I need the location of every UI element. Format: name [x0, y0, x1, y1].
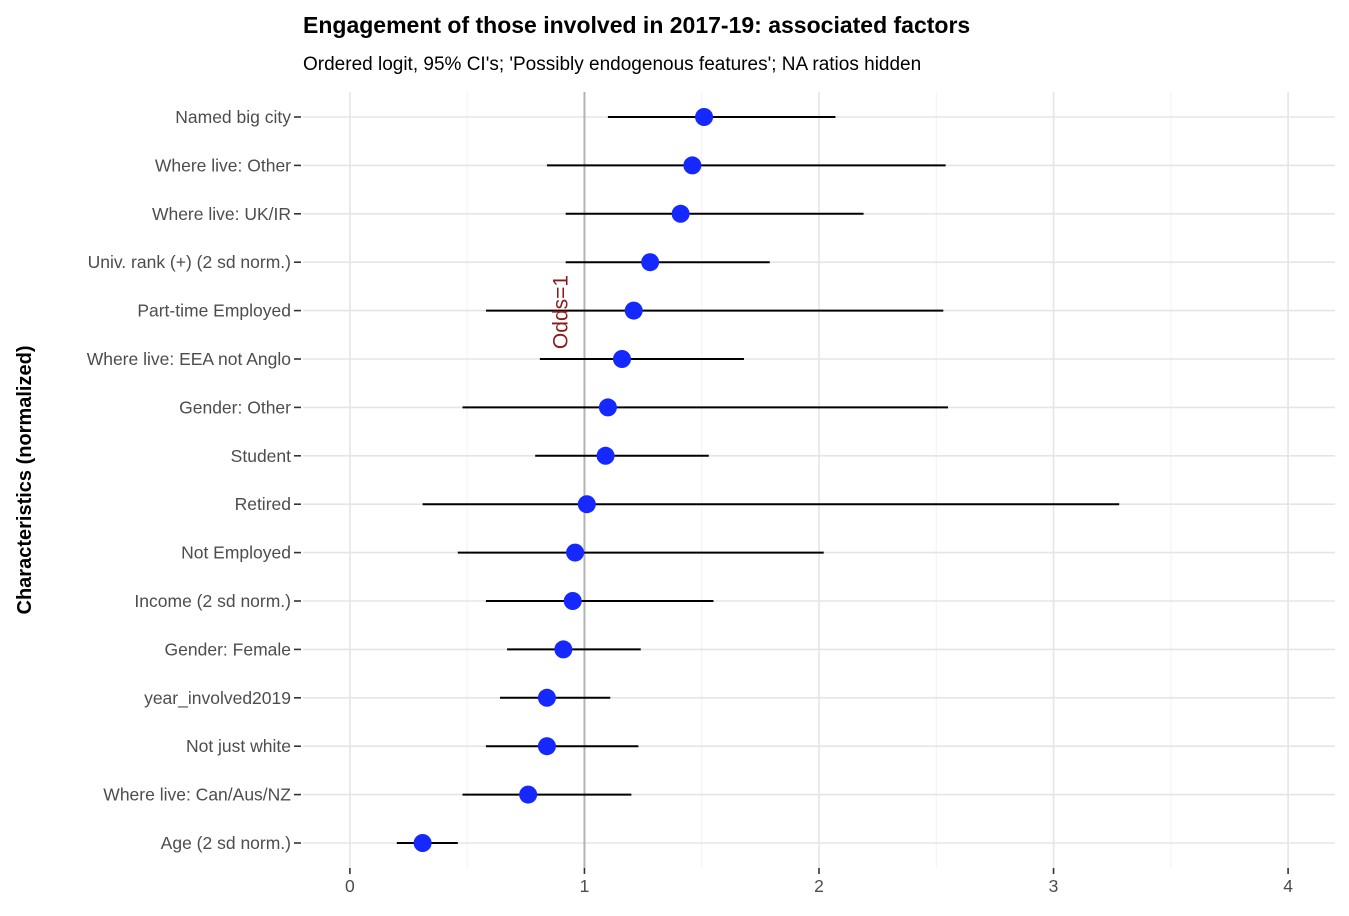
y-tick-label: Where live: EEA not Anglo	[87, 349, 291, 369]
x-tick-label: 0	[345, 876, 355, 896]
estimate-point	[695, 108, 714, 126]
y-tick-label: Univ. rank (+) (2 sd norm.)	[88, 252, 291, 272]
estimate-point	[598, 398, 617, 417]
y-axis-label: Characteristics (normalized)	[14, 346, 36, 615]
x-tick-label: 4	[1283, 876, 1293, 896]
estimate-point	[537, 688, 556, 707]
y-tick-label: Retired	[235, 494, 291, 514]
estimate-point	[563, 592, 582, 610]
estimate-point	[683, 156, 702, 175]
y-axis-ticks: Named big city Where live: Other Where liv…	[87, 107, 301, 853]
y-tick-label: Not Employed	[181, 543, 291, 563]
estimate-point	[624, 301, 643, 320]
y-tick-label: Income (2 sd norm.)	[134, 591, 291, 611]
y-tick-label: Where live: Can/Aus/NZ	[103, 785, 291, 805]
estimate-point	[554, 640, 573, 659]
estimate-point	[641, 253, 660, 272]
estimate-point	[596, 446, 615, 465]
chart-subtitle: Ordered logit, 95% CI's; 'Possibly endog…	[303, 54, 921, 75]
gridlines	[303, 92, 1335, 868]
y-tick-label: Part-time Employed	[137, 301, 291, 321]
estimate-point	[671, 204, 690, 223]
estimate-point	[413, 834, 432, 852]
y-tick-label: Named big city	[175, 107, 291, 127]
estimate-point	[566, 543, 585, 562]
chart-title: Engagement of those involved in 2017-19:…	[303, 12, 970, 38]
y-tick-label: Where live: Other	[155, 155, 291, 175]
y-tick-label: Gender: Other	[179, 397, 291, 417]
estimate-point	[537, 737, 556, 756]
x-tick-label: 3	[1049, 876, 1059, 896]
y-tick-label: Not just white	[186, 736, 291, 756]
y-tick-label: Student	[231, 446, 291, 466]
odds-equal-one-label: Odds=1	[549, 275, 572, 349]
y-tick-label: Where live: UK/IR	[152, 204, 291, 224]
data-marks	[396, 108, 1120, 852]
estimate-point	[519, 785, 538, 804]
x-tick-label: 1	[580, 876, 590, 896]
x-tick-label: 2	[814, 876, 824, 896]
y-tick-label: Age (2 sd norm.)	[161, 833, 291, 853]
y-tick-label: Gender: Female	[165, 639, 291, 659]
x-axis-ticks: 0 1 2 3 4	[345, 868, 1293, 896]
estimate-point	[577, 495, 596, 514]
estimate-point	[612, 350, 631, 368]
y-tick-label: year_involved2019	[144, 688, 291, 709]
